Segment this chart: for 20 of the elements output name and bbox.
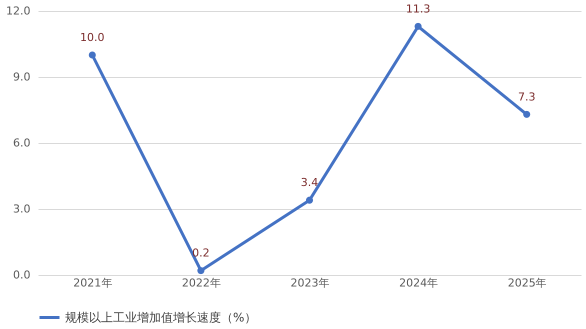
- point: [88, 51, 96, 59]
- x-tick-label: 2022年: [182, 276, 221, 290]
- data-label: 10.0: [80, 31, 105, 44]
- data-label: 7.3: [518, 90, 536, 104]
- point: [197, 267, 204, 274]
- data-label: 11.3: [406, 2, 430, 16]
- data-label: 3.4: [300, 176, 318, 190]
- x-tick-label: 2021年: [73, 276, 112, 290]
- x-tick-label: 2023年: [290, 276, 330, 290]
- point: [523, 110, 530, 118]
- y-tick-label: 3.0: [13, 202, 30, 216]
- y-tick-label: 0.0: [13, 268, 30, 282]
- y-tick-label: 9.0: [13, 70, 30, 84]
- y-tick-label: 12.0: [6, 4, 30, 18]
- point: [414, 22, 422, 30]
- x-tick-label: 2025年: [508, 276, 547, 290]
- legend-label: 规模以上工业增加值增长速度（%）: [65, 310, 256, 324]
- y-tick-label: 6.0: [13, 136, 30, 150]
- point: [306, 196, 314, 204]
- x-tick-label: 2024年: [399, 276, 438, 290]
